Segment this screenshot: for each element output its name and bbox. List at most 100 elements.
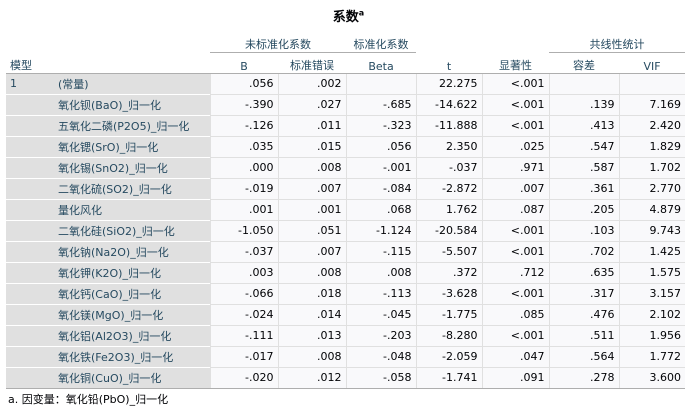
model-cell	[6, 156, 54, 178]
B-cell: -.019	[209, 177, 278, 199]
B-cell: -.020	[209, 366, 278, 389]
variable-cell: 氧化铜(CuO)_归一化	[54, 366, 210, 389]
sig-cell: .025	[481, 135, 549, 157]
B-cell: .000	[209, 156, 278, 178]
vif-cell: 1.425	[618, 240, 685, 262]
B-cell: -.017	[209, 345, 278, 367]
se-cell: .013	[277, 324, 346, 346]
model-cell	[6, 198, 54, 220]
sig-cell: <.001	[481, 240, 549, 262]
coefficients-table: 未标准化系数 标准化系数 共线性统计 模型 B 标准错误 Beta t 显著性 …	[6, 31, 685, 389]
t-cell: -3.628	[415, 282, 482, 304]
beta-header: Beta	[346, 52, 416, 74]
vif-cell: 9.743	[618, 219, 685, 241]
tol-cell: .361	[548, 177, 619, 199]
table-row: 氧化铝(Al2O3)_归一化 -.111.013 -.203 -8.280 <.001.…	[6, 324, 685, 346]
t-cell: -.037	[415, 156, 482, 178]
t-cell: -1.775	[415, 303, 482, 325]
variable-cell: 量化风化	[54, 198, 210, 220]
vif-cell: 2.420	[618, 114, 685, 136]
t-cell: -14.622	[415, 93, 482, 115]
beta-cell: -.115	[345, 240, 416, 262]
beta-cell: .008	[345, 261, 416, 283]
sig-cell: <.001	[481, 219, 549, 241]
sig-cell: <.001	[481, 324, 549, 346]
tol-cell: .103	[548, 219, 619, 241]
table-row: 氧化钠(Na2O)_归一化 -.037.007 -.115 -5.507 <.001.7…	[6, 240, 685, 262]
beta-cell: -.045	[345, 303, 416, 325]
model-cell	[6, 177, 54, 199]
beta-cell: .056	[345, 135, 416, 157]
vif-cell: 1.772	[618, 345, 685, 367]
beta-cell: .068	[345, 198, 416, 220]
variable-cell: 五氧化二磷(P2O5)_归一化	[54, 114, 210, 136]
se-cell: .012	[277, 366, 346, 389]
model-cell	[6, 93, 54, 115]
sig-cell: .007	[481, 177, 549, 199]
vif-cell: 3.600	[618, 366, 685, 389]
std-coef-header: 标准化系数	[346, 31, 416, 53]
variable-cell: (常量)	[54, 73, 210, 94]
beta-cell: -1.124	[345, 219, 416, 241]
se-cell: .007	[277, 177, 346, 199]
sig-cell: <.001	[481, 114, 549, 136]
beta-cell: -.203	[345, 324, 416, 346]
t-cell: 1.762	[415, 198, 482, 220]
table-row: 氧化锡(SnO2)_归一化 .000.008 -.001 -.037.971.587 1…	[6, 156, 685, 178]
variable-cell: 氧化钠(Na2O)_归一化	[54, 240, 210, 262]
tol-cell: .317	[548, 282, 619, 304]
variable-cell: 氧化铝(Al2O3)_归一化	[54, 324, 210, 346]
table-title: 系数a	[332, 8, 365, 25]
variable-cell: 氧化锶(SrO)_归一化	[54, 135, 210, 157]
variable-cell: 氧化镁(MgO)_归一化	[54, 303, 210, 325]
table-row: 氧化钡(BaO)_归一化 -.390.027 -.685 -14.622 <.001.1…	[6, 93, 685, 115]
sig-cell: .085	[481, 303, 549, 325]
sig-cell: .047	[481, 345, 549, 367]
tol-cell: .547	[548, 135, 619, 157]
B-cell: .056	[209, 73, 278, 94]
model-cell	[6, 261, 54, 283]
t-cell: 2.350	[415, 135, 482, 157]
table-row: 氧化钾(K2O)_归一化 .003.008.008.372.712.635 1.57…	[6, 261, 685, 283]
model-cell	[6, 303, 54, 325]
table-row: 二氧化硅(SiO2)_归一化 -1.050.051 -1.124 -20.584 <.0…	[6, 219, 685, 241]
B-cell: .035	[209, 135, 278, 157]
se-cell: .027	[277, 93, 346, 115]
sig-cell: .087	[481, 198, 549, 220]
model-header: 模型	[6, 52, 54, 74]
variable-cell: 氧化钾(K2O)_归一化	[54, 261, 210, 283]
vif-cell: 4.879	[618, 198, 685, 220]
tol-cell: .587	[548, 156, 619, 178]
model-cell	[6, 135, 54, 157]
se-header: 标准错误	[278, 52, 346, 74]
model-cell: 1	[6, 73, 54, 94]
tol-cell: .564	[548, 345, 619, 367]
vif-cell: 7.169	[618, 93, 685, 115]
tol-cell: .635	[548, 261, 619, 283]
model-cell	[6, 219, 54, 241]
sig-cell: <.001	[481, 282, 549, 304]
variable-cell: 氧化锡(SnO2)_归一化	[54, 156, 210, 178]
table-row: 1 (常量) .056.002 22.275 <.001	[6, 73, 685, 94]
table-row: 氧化铁(Fe2O3)_归一化 -.017.008 -.048 -2.059.047.5…	[6, 345, 685, 367]
tol-cell: .702	[548, 240, 619, 262]
t-cell: -5.507	[415, 240, 482, 262]
beta-cell: -.084	[345, 177, 416, 199]
t-cell: .372	[415, 261, 482, 283]
collinearity-header: 共线性统计	[549, 31, 685, 53]
B-cell: .001	[209, 198, 278, 220]
tol-cell: .413	[548, 114, 619, 136]
model-cell	[6, 114, 54, 136]
B-cell: -1.050	[209, 219, 278, 241]
t-cell: -1.741	[415, 366, 482, 389]
b-header: B	[210, 52, 278, 74]
t-cell: 22.275	[415, 73, 482, 94]
beta-cell: -.001	[345, 156, 416, 178]
vif-header: VIF	[619, 52, 685, 74]
B-cell: -.126	[209, 114, 278, 136]
vif-cell: 1.702	[618, 156, 685, 178]
sig-cell: .971	[481, 156, 549, 178]
se-cell: .011	[277, 114, 346, 136]
tolerance-header: 容差	[549, 52, 619, 74]
se-cell: .001	[277, 198, 346, 220]
